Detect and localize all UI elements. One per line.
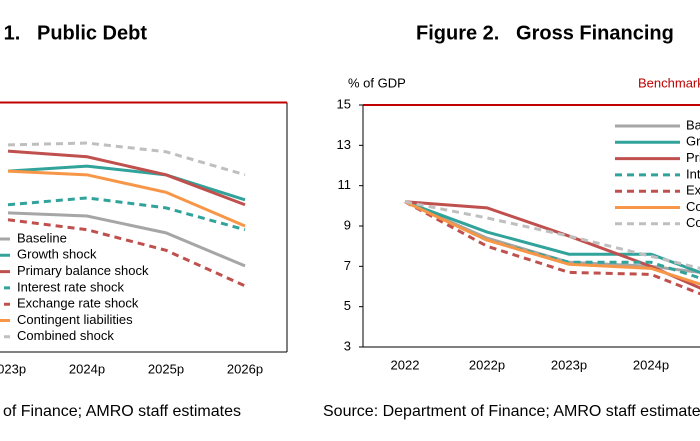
series-line [7,164,246,202]
x-tick-label: 2023p [551,357,587,372]
source-note: Source: Department of Finance; AMRO staf… [0,403,241,420]
legend-label: Interest rate shock [17,279,124,294]
legend-label: Combined shock [686,215,700,230]
source-note: Source: Department of Finance; AMRO staf… [323,403,700,420]
series-line [7,218,246,288]
legend-label: Baseline [17,230,67,245]
chart: Figure 1. Public Debt 2023p 2024p 2025p 2026… [0,22,288,420]
legend-label: Growth shock [17,247,97,262]
y-tick-label: 3 [344,338,351,353]
x-tick-label: 2024p [69,361,105,376]
legend-label: Exchange rate shock [686,183,700,198]
legend-label: Contingent liabilities [17,312,133,327]
series-line [7,196,246,232]
series-line [7,211,246,268]
series-line [404,200,700,286]
x-tick-label: 2023p [0,361,26,376]
legend-label: Primary balance shock [686,150,700,165]
series-line [404,200,700,270]
series-line [7,169,246,228]
chart-title: Figure 1. Public Debt [0,22,147,44]
legend-label: Primary balance shock [17,263,149,278]
x-tick-label: 2024p [633,357,669,372]
series-line [404,200,700,296]
legend-label: Combined shock [17,328,114,343]
chart-title: Figure 2. Gross Financing [416,22,674,44]
legend-label: Interest rate shock [686,166,700,181]
y-axis-label: % of GDP [348,75,406,90]
x-tick-label: 2025p [148,361,184,376]
legend-label: Growth shock [686,134,700,149]
x-tick-label: 2022 [391,357,420,372]
series-line [404,200,700,274]
y-tick-label: 9 [344,217,351,232]
y-tick-label: 7 [344,258,351,273]
y-tick-label: 11 [338,177,352,192]
series-line [7,141,246,177]
series-line [7,149,246,207]
legend-label: Baseline [686,117,700,132]
x-tick-label: 2022p [469,357,505,372]
x-tick-label: 2026p [227,361,263,376]
y-tick-label: 15 [337,96,351,111]
chart: Figure 2. Gross Financing % of GDP Benchma… [323,22,700,420]
series-line [404,200,700,274]
y-tick-label: 13 [337,137,351,152]
legend-label: Exchange rate shock [17,296,139,311]
benchmark-label: Benchmark [638,75,700,90]
y-tick-label: 5 [344,298,351,313]
legend-label: Contingent liabilities [686,199,700,214]
